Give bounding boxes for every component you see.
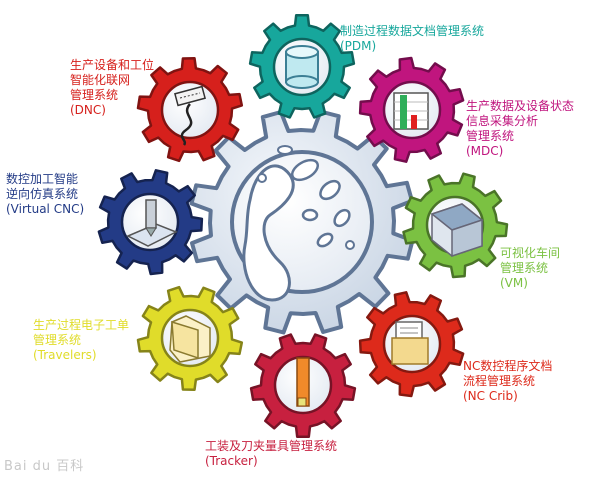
bar-chart-icon	[393, 92, 429, 130]
file-box-icon	[391, 321, 429, 365]
label-nccrib: NC数控程序文档 流程管理系统 (NC Crib)	[463, 359, 553, 403]
gear-dnc	[136, 56, 244, 163]
label-tracker: 工装及刀夹量具管理系统 (Tracker)	[205, 439, 338, 468]
cnc-machine-icon	[126, 199, 178, 247]
label-vm: 可视化车间 管理系统 (VM)	[500, 246, 561, 290]
gear-center	[189, 109, 415, 335]
database-cylinder-icon	[285, 45, 319, 89]
label-pdm: 制造过程数据文档管理系统 (PDM)	[340, 24, 485, 53]
water-splash-icon	[242, 145, 355, 302]
label-virtualcnc: 数控加工智能 逆向仿真系统 (Virtual CNC)	[6, 172, 85, 216]
factory-building-icon	[430, 203, 484, 258]
network-connector-icon	[174, 85, 206, 146]
cutting-tool-icon	[296, 357, 310, 407]
label-mdc: 生产数据及设备状态 信息采集分析 管理系统 (MDC)	[466, 99, 575, 158]
folder-icon	[169, 315, 211, 363]
watermark: Bai du 百科	[4, 459, 85, 474]
label-travelers: 生产过程电子工单 管理系统 (Travelers)	[33, 318, 130, 362]
label-dnc: 生产设备和工位 智能化联网 管理系统 (DNC)	[70, 58, 155, 117]
